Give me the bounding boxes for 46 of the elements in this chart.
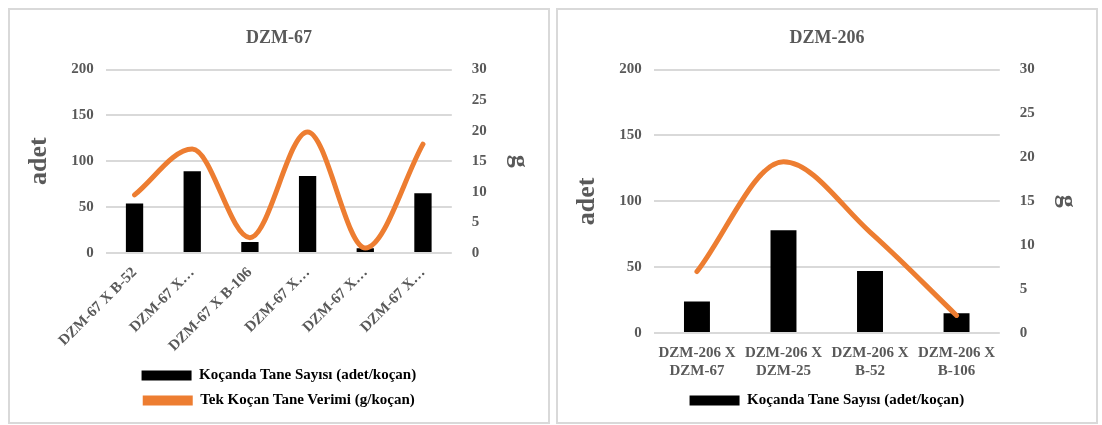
y2-axis-title: g [1053,194,1083,208]
legend-label: Koçanda Tane Sayısı (adet/koçan) [199,366,417,384]
y2-tick-label: 25 [1019,104,1035,121]
y2-tick-label: 20 [471,121,487,138]
x-tick-label: DZM-206 X B-52 [831,343,909,378]
bar [414,193,432,252]
y2-tick-label: 15 [1019,192,1035,209]
y2-tick-label: 0 [1019,323,1028,340]
y2-tick-label: 5 [1019,279,1028,296]
y-tick-label: 100 [71,152,94,169]
bar [857,271,883,332]
bar [943,313,970,332]
bar [770,230,797,332]
y-tick-label: 150 [71,106,94,123]
y-axis-title: adet [23,137,53,186]
bar [183,171,201,252]
legend-label: Tek Koçan Tane Verimi (g/koçan) [200,391,415,409]
bar [241,241,259,252]
y2-tick-label: 0 [471,243,480,260]
y2-tick-label: 10 [471,182,487,199]
y-tick-label: 150 [619,126,642,143]
y2-tick-label: 30 [471,60,487,77]
y-tick-label: 50 [626,258,642,275]
y2-tick-label: 5 [471,213,480,230]
y-axis-title: adet [571,177,601,226]
y2-axis-title: g [505,154,535,168]
y-tick-label: 0 [634,323,642,340]
x-tick-label: DZM-206 X B-106 [918,343,996,378]
y-tick-label: 0 [86,243,94,260]
y-tick-label: 50 [78,197,94,214]
chart-title: DZM-67 [246,27,312,48]
x-tick-label: DZM-206 X DZM-67 [658,343,736,378]
y2-tick-label: 20 [1019,148,1035,165]
bar [298,175,317,252]
chart-title: DZM-206 [789,27,865,48]
y2-tick-label: 10 [1019,236,1035,253]
y2-tick-label: 30 [1019,60,1035,77]
y-tick-label: 200 [71,60,94,77]
y2-tick-label: 25 [471,91,487,108]
bar [125,203,144,252]
bar [683,301,710,332]
x-tick-label: DZM-206 X DZM-25 [744,343,823,378]
y2-tick-label: 15 [471,152,487,169]
legend-label: Koçanda Tane Sayısı (adet/koçan) [747,391,965,409]
y-tick-label: 200 [619,60,642,77]
y-tick-label: 100 [619,192,642,209]
